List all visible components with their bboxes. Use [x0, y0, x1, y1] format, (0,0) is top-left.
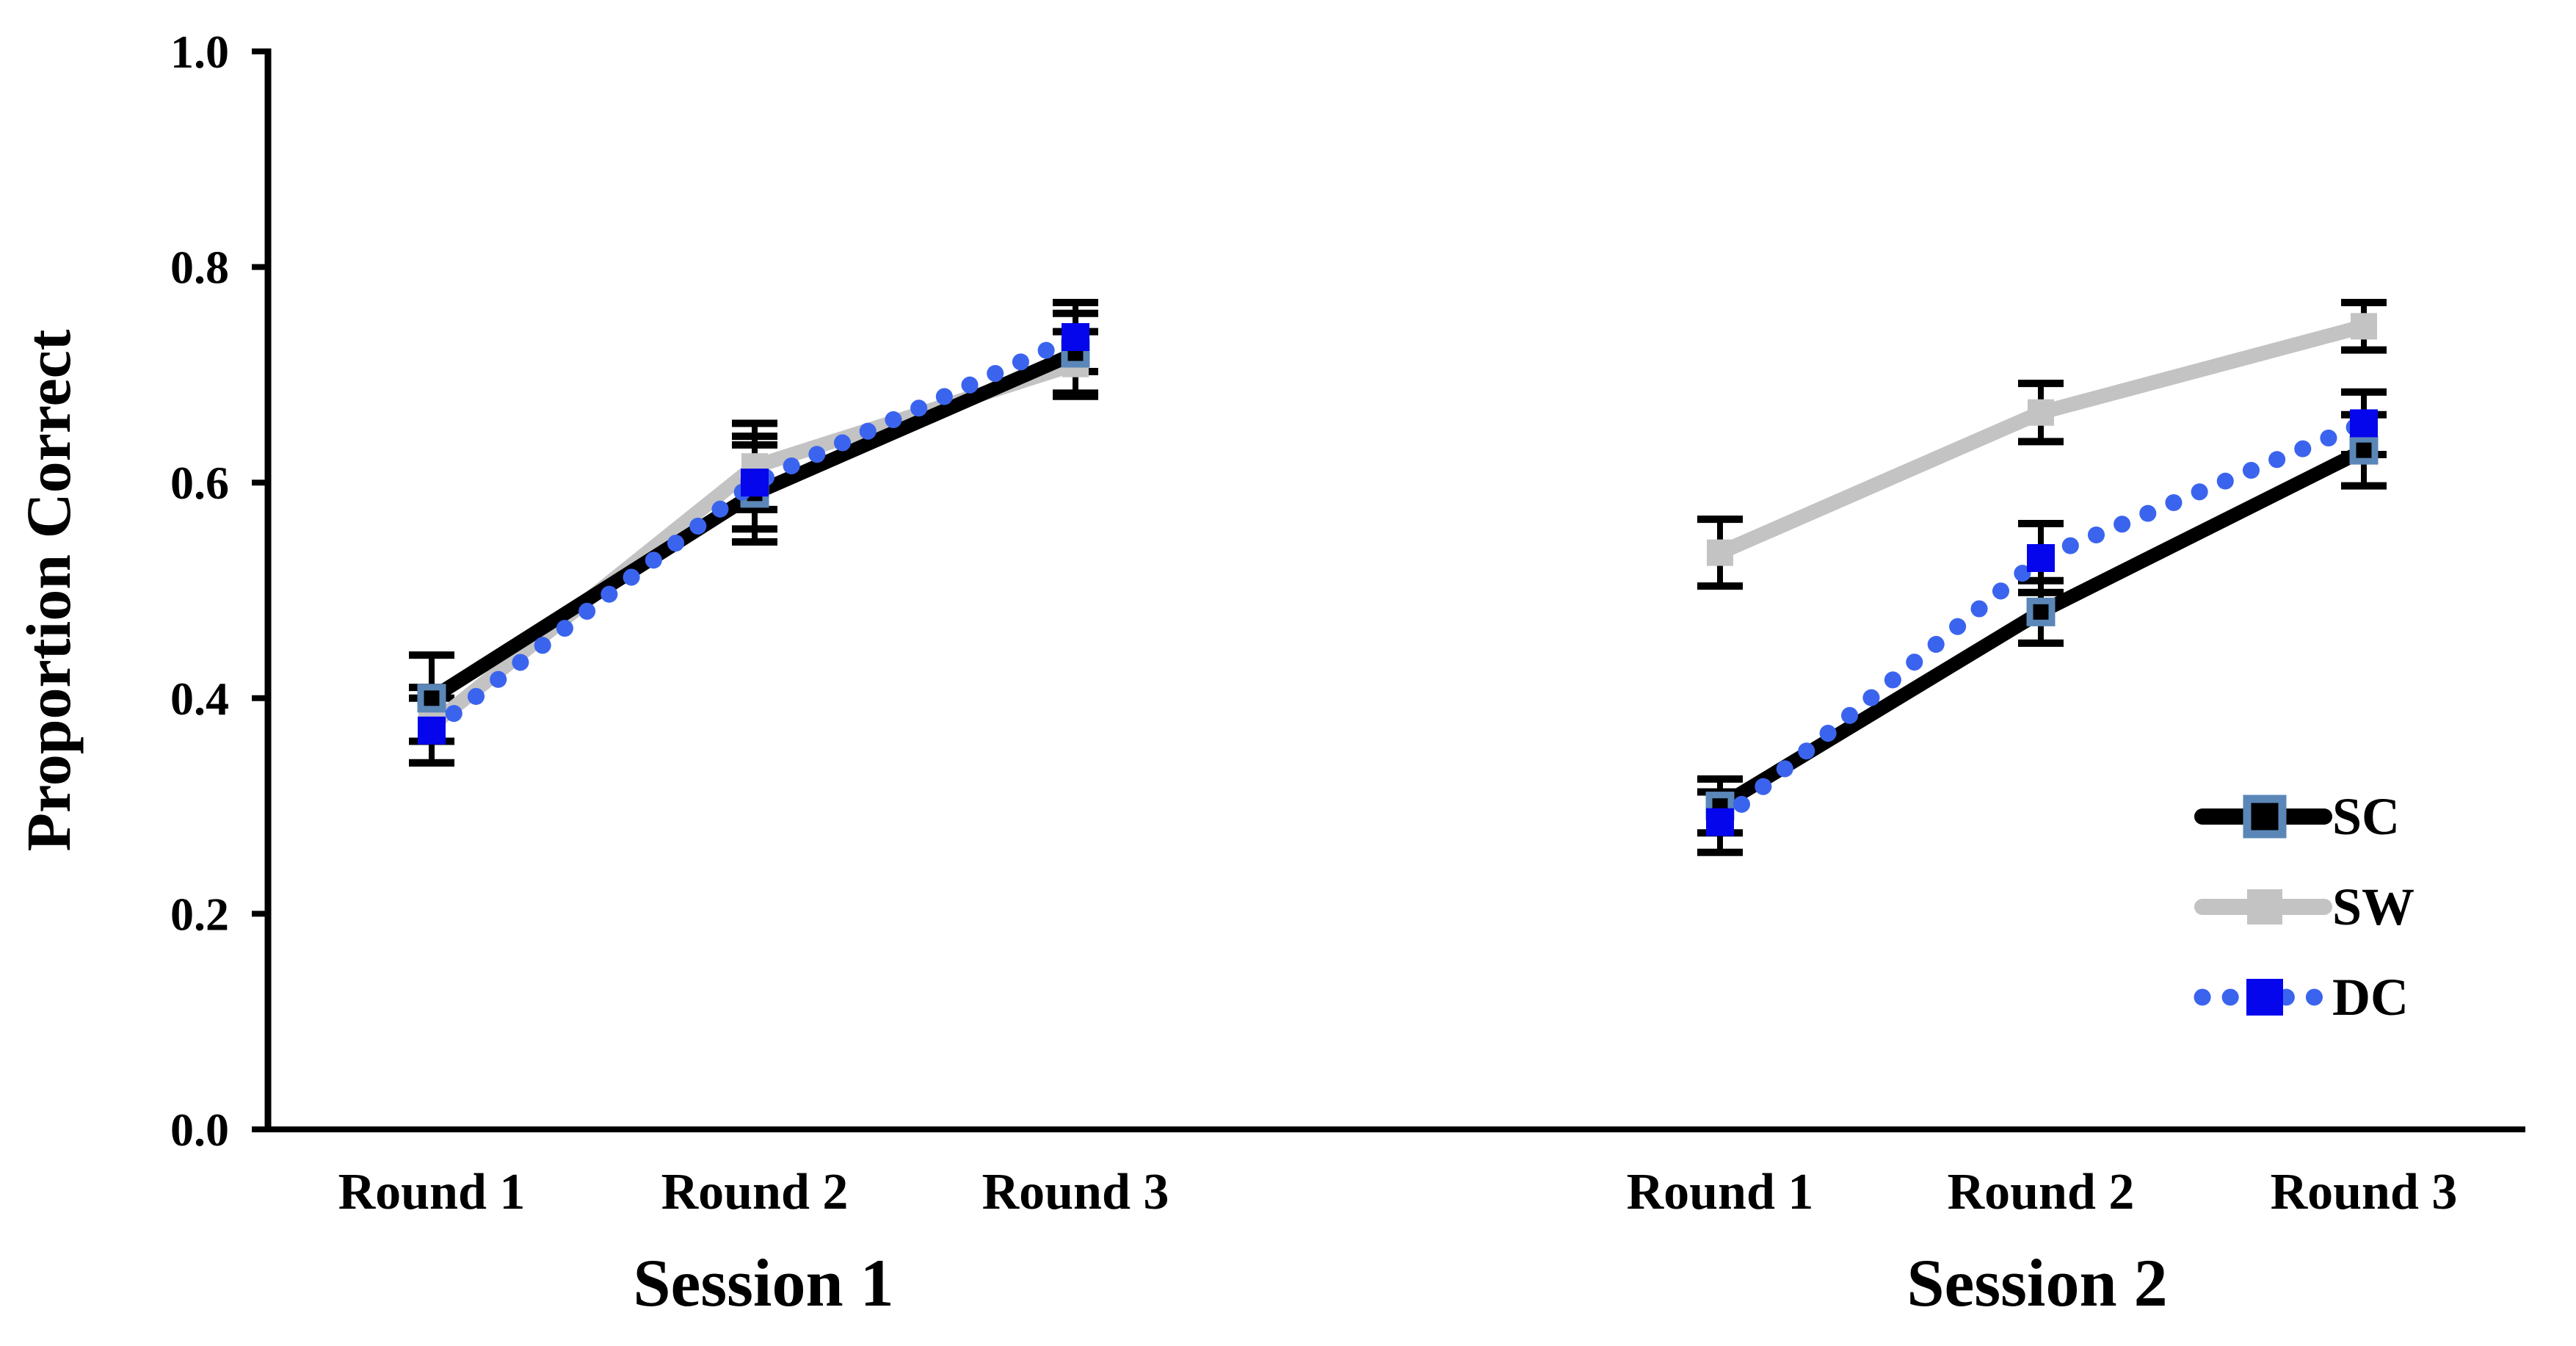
- marker-sc: [417, 684, 446, 713]
- legend-marker-sc: [2243, 795, 2287, 839]
- y-tick-label: 0.4: [170, 673, 229, 725]
- series-line-dc: [423, 328, 1084, 739]
- legend-marker-sw: [2247, 889, 2282, 925]
- marker-dc: [2350, 409, 2378, 438]
- y-tick-label: 0.8: [170, 242, 229, 294]
- marker-dc: [1062, 323, 1089, 352]
- y-tick-label: 0.6: [170, 457, 229, 509]
- y-axis: 0.0 0.2 0.4 0.6 0.8 1.0: [170, 26, 272, 1156]
- x-axis-labels: Round 1 Round 2 Round 3 Round 1 Round 2 …: [338, 1164, 2458, 1320]
- series-dc: [418, 323, 2378, 836]
- marker-sw: [1707, 539, 1733, 566]
- marker-sc: [2349, 435, 2379, 465]
- marker-dc: [741, 468, 769, 497]
- y-tick-label: 0.2: [170, 888, 229, 940]
- session2-label: Session 2: [1906, 1245, 2167, 1320]
- marker-dc: [1706, 808, 1734, 836]
- y-axis-title: Proportion Correct: [13, 329, 84, 851]
- s1-round1-label: Round 1: [338, 1164, 526, 1220]
- legend-label-dc: DC: [2332, 968, 2409, 1027]
- legend-marker-dc: [2246, 979, 2283, 1016]
- session1-label: Session 1: [633, 1245, 893, 1320]
- marker-sw: [2351, 313, 2377, 340]
- legend: SC SW DC: [2194, 787, 2414, 1027]
- s1-round3-label: Round 3: [982, 1164, 1169, 1220]
- legend-label-sc: SC: [2332, 787, 2400, 846]
- marker-sw: [2028, 399, 2054, 426]
- y-tick-label: 1.0: [170, 26, 229, 78]
- marker-dc: [2027, 543, 2055, 572]
- s2-round1-label: Round 1: [1627, 1164, 1814, 1220]
- marker-sc: [2026, 597, 2056, 626]
- error-bars: [409, 299, 2387, 856]
- marker-dc: [418, 716, 446, 745]
- s2-round3-label: Round 3: [2271, 1164, 2458, 1220]
- y-tick-label: 0.0: [170, 1104, 229, 1156]
- legend-label-sw: SW: [2332, 878, 2414, 936]
- s2-round2-label: Round 2: [1948, 1164, 2135, 1220]
- s1-round2-label: Round 2: [661, 1164, 849, 1220]
- series-sc: [417, 339, 2379, 821]
